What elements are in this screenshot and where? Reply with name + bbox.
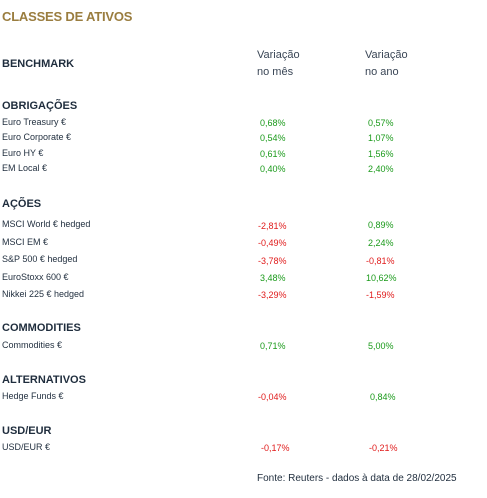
year-value: 1,56% [368,149,394,159]
row-label: MSCI EM € [2,237,49,247]
year-variation-header: Variação no ano [365,47,408,81]
month-value: -0,17% [261,443,290,453]
page-title: CLASSES DE ATIVOS [2,9,133,24]
row-label: Commodities € [2,340,63,350]
year-value: 0,84% [370,392,396,402]
row-label: EuroStoxx 600 € [2,272,69,282]
month-value: 0,40% [260,164,286,174]
section-title-obrigacoes: OBRIGAÇÕES [2,100,78,112]
row-label: Euro Corporate € [2,132,72,142]
month-header-line2: no mês [257,66,294,78]
row-label: USD/EUR € [2,442,51,452]
row-label: Euro Treasury € [2,117,67,127]
row-label: S&P 500 € hedged [2,254,78,264]
month-value: -0,04% [258,392,287,402]
year-value: -0,81% [366,256,395,266]
year-value: 2,24% [368,238,394,248]
month-value: 0,54% [260,133,286,143]
row-label: MSCI World € hedged [2,219,91,229]
row-label: Hedge Funds € [2,391,64,401]
section-title-commodities: COMMODITIES [2,322,81,334]
year-value: 1,07% [368,133,394,143]
year-value: 0,57% [368,118,394,128]
year-value: 0,89% [368,220,394,230]
section-title-usdeur: USD/EUR [2,425,52,437]
year-header-line1: Variação [365,49,408,61]
month-header-line1: Variação [257,49,300,61]
row-label: EM Local € [2,163,48,173]
month-value: 0,68% [260,118,286,128]
year-value: 2,40% [368,164,394,174]
month-value: 0,61% [260,149,286,159]
row-label: Euro HY € [2,148,44,158]
section-title-acoes: AÇÕES [2,198,42,210]
month-value: -2,81% [258,221,287,231]
source-note: Fonte: Reuters - dados à data de 28/02/2… [257,473,457,484]
section-title-alternativos: ALTERNATIVOS [2,374,86,386]
month-value: -3,29% [258,290,287,300]
year-value: 5,00% [368,341,394,351]
year-header-line2: no ano [365,66,399,78]
row-label: Nikkei 225 € hedged [2,289,85,299]
year-value: -1,59% [366,290,395,300]
year-value: 10,62% [366,273,397,283]
year-value: -0,21% [369,443,398,453]
month-value: -0,49% [258,238,287,248]
month-value: -3,78% [258,256,287,266]
benchmark-header: BENCHMARK [2,58,75,70]
month-value: 0,71% [260,341,286,351]
month-variation-header: Variação no mês [257,47,300,81]
month-value: 3,48% [260,273,286,283]
